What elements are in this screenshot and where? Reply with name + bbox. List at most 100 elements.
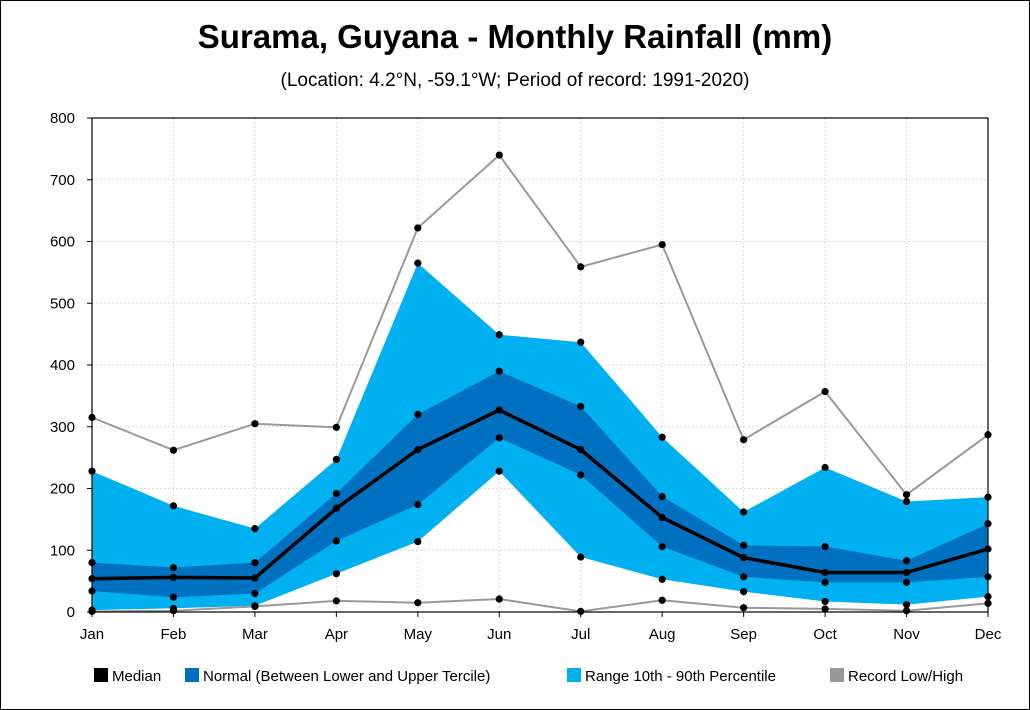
- p10-point-may: [414, 538, 422, 546]
- upper-tercile-point-may: [414, 410, 422, 418]
- upper-tercile-point-jul: [577, 402, 585, 410]
- x-tick-label-feb: Feb: [161, 626, 187, 643]
- y-tick-label-200: 200: [50, 481, 75, 498]
- upper-tercile-point-oct: [821, 542, 829, 551]
- x-tick-label-sep: Sep: [730, 626, 757, 643]
- x-tick-label-apr: Apr: [325, 626, 348, 643]
- record-high-point-aug: [658, 240, 666, 249]
- record-high-point-mar: [251, 420, 259, 428]
- record-high-point-jul: [577, 263, 585, 271]
- p10-point-oct: [821, 597, 829, 606]
- median-point-mar: [251, 574, 259, 582]
- record-high-point-may: [414, 224, 422, 232]
- lower-tercile-point-sep: [740, 573, 748, 581]
- y-tick-label-0: 0: [67, 604, 75, 621]
- legend-swatch-median: [94, 668, 108, 682]
- y-tick-label-800: 800: [50, 110, 75, 127]
- record-low-point-aug: [658, 596, 666, 604]
- y-tick-label-500: 500: [50, 295, 75, 312]
- p90-point-nov: [902, 497, 911, 506]
- x-tick-label-jul: Jul: [571, 626, 590, 643]
- p90-point-sep: [740, 508, 748, 516]
- record-high-point-feb: [169, 446, 178, 454]
- upper-tercile-point-feb: [169, 563, 178, 572]
- p10-point-feb: [169, 604, 178, 612]
- p10-point-mar: [251, 602, 259, 610]
- median-point-apr: [332, 504, 340, 512]
- legend-label-range: Range 10th - 90th Percentile: [585, 668, 776, 685]
- p90-point-may: [414, 259, 422, 267]
- record-low-point-may: [414, 599, 422, 607]
- record-low-point-oct: [821, 605, 829, 613]
- record-high-point-nov: [902, 491, 911, 499]
- normal-tercile-band: [92, 371, 988, 598]
- x-tick-label-oct: Oct: [813, 626, 837, 643]
- record-low-point-jul: [577, 607, 585, 615]
- lower-tercile-point-jun: [495, 434, 503, 442]
- record-low-line: [91, 597, 989, 613]
- x-tick-label-nov: Nov: [893, 626, 920, 643]
- legend-label-record: Record Low/High: [848, 668, 963, 685]
- legend: Median Normal (Between Lower and Upper Te…: [94, 668, 963, 685]
- y-axis-ticks: 0 100 200 300 400 500 600 700 800: [50, 110, 92, 621]
- p10-point-jul: [577, 553, 585, 561]
- record-high-line: [91, 153, 989, 497]
- p90-point-jul: [577, 338, 585, 346]
- upper-tercile-point-aug: [658, 492, 666, 501]
- upper-tercile-point-jun: [495, 367, 503, 375]
- p10-point-apr: [332, 570, 340, 578]
- legend-label-normal: Normal (Between Lower and Upper Tercile): [203, 668, 490, 685]
- record-high-point-jun: [495, 151, 503, 159]
- y-tick-label-600: 600: [50, 234, 75, 251]
- chart-title: Surama, Guyana - Monthly Rainfall (mm): [197, 18, 833, 55]
- median-point-jul: [577, 445, 585, 454]
- legend-swatch-range: [567, 668, 581, 682]
- median-line: [91, 408, 989, 581]
- p90-point-aug: [658, 433, 666, 441]
- lower-tercile-point-oct: [821, 578, 829, 586]
- lower-tercile-point-aug: [658, 542, 666, 551]
- p90-point-jun: [495, 331, 503, 339]
- bands: [92, 263, 988, 611]
- record-high-point-sep: [740, 436, 748, 444]
- lower-tercile-point-feb: [169, 593, 178, 601]
- x-tick-label-may: May: [404, 626, 433, 643]
- upper-tercile-point-nov: [902, 557, 911, 565]
- points: [88, 151, 992, 615]
- upper-tercile-point-sep: [740, 541, 748, 549]
- p10-point-nov: [902, 600, 911, 609]
- record-low-point-apr: [332, 597, 340, 605]
- median-point-jun: [495, 406, 503, 414]
- x-axis-ticks: Jan Feb Mar Apr May Jun Jul Aug Sep Oct Nov Dec: [80, 612, 1002, 643]
- x-tick-label-jan: Jan: [80, 626, 104, 643]
- chart-subtitle: (Location: 4.2°N, -59.1°W; Period of rec…: [280, 70, 750, 91]
- lower-tercile-point-jul: [577, 471, 585, 479]
- median-point-feb: [169, 573, 178, 582]
- p10-point-jun: [495, 467, 503, 475]
- p10-point-aug: [658, 575, 666, 583]
- legend-label-median: Median: [112, 668, 161, 685]
- record-low-point-jun: [495, 595, 503, 603]
- y-tick-label-100: 100: [50, 542, 75, 559]
- lower-tercile-point-may: [414, 500, 422, 509]
- legend-swatch-record: [830, 668, 844, 682]
- p90-point-feb: [169, 502, 178, 510]
- median-point-sep: [740, 554, 748, 562]
- x-tick-label-aug: Aug: [649, 626, 676, 643]
- record-low-point-sep: [740, 604, 748, 612]
- p10-point-sep: [740, 588, 748, 596]
- x-tick-label-dec: Dec: [975, 626, 1002, 643]
- median-point-aug: [658, 513, 666, 522]
- y-tick-label-400: 400: [50, 357, 75, 374]
- median-point-nov: [902, 568, 911, 577]
- x-tick-label-mar: Mar: [242, 626, 268, 643]
- y-tick-label-700: 700: [50, 172, 75, 189]
- lower-tercile-point-mar: [251, 589, 259, 598]
- lower-tercile-point-apr: [332, 537, 340, 545]
- p90-point-mar: [251, 525, 259, 533]
- legend-swatch-normal: [185, 668, 199, 682]
- lower-tercile-point-nov: [902, 578, 911, 586]
- p90-point-apr: [332, 455, 340, 464]
- upper-tercile-point-apr: [332, 489, 340, 498]
